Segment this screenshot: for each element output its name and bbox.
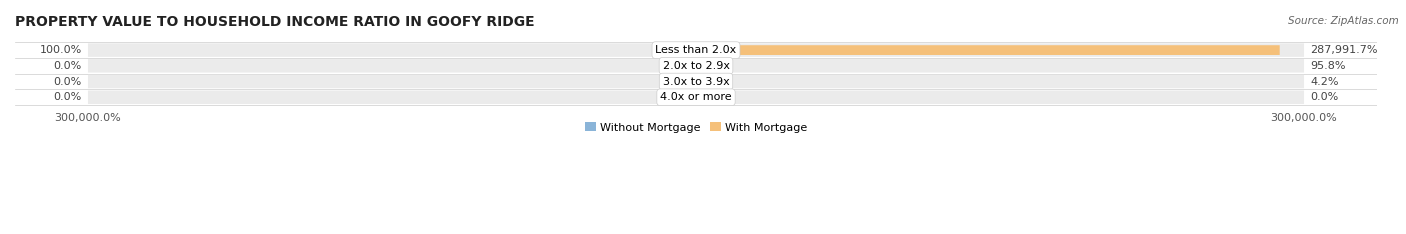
Legend: Without Mortgage, With Mortgage: Without Mortgage, With Mortgage <box>581 118 811 137</box>
Text: 287,991.7%: 287,991.7% <box>1310 45 1378 55</box>
Text: 4.0x or more: 4.0x or more <box>661 92 731 102</box>
Text: Less than 2.0x: Less than 2.0x <box>655 45 737 55</box>
FancyBboxPatch shape <box>89 75 1303 88</box>
Text: 3.0x to 3.9x: 3.0x to 3.9x <box>662 77 730 87</box>
Text: 0.0%: 0.0% <box>1310 92 1339 102</box>
Text: 100.0%: 100.0% <box>39 45 82 55</box>
FancyBboxPatch shape <box>696 45 1279 55</box>
Text: 95.8%: 95.8% <box>1310 61 1346 71</box>
Text: 0.0%: 0.0% <box>53 92 82 102</box>
Text: Source: ZipAtlas.com: Source: ZipAtlas.com <box>1288 16 1399 26</box>
FancyBboxPatch shape <box>89 59 1303 73</box>
Text: 0.0%: 0.0% <box>53 61 82 71</box>
Text: PROPERTY VALUE TO HOUSEHOLD INCOME RATIO IN GOOFY RIDGE: PROPERTY VALUE TO HOUSEHOLD INCOME RATIO… <box>15 15 534 29</box>
FancyBboxPatch shape <box>89 91 1303 104</box>
Text: 0.0%: 0.0% <box>53 77 82 87</box>
FancyBboxPatch shape <box>89 43 1303 57</box>
Text: 4.2%: 4.2% <box>1310 77 1339 87</box>
Text: 2.0x to 2.9x: 2.0x to 2.9x <box>662 61 730 71</box>
